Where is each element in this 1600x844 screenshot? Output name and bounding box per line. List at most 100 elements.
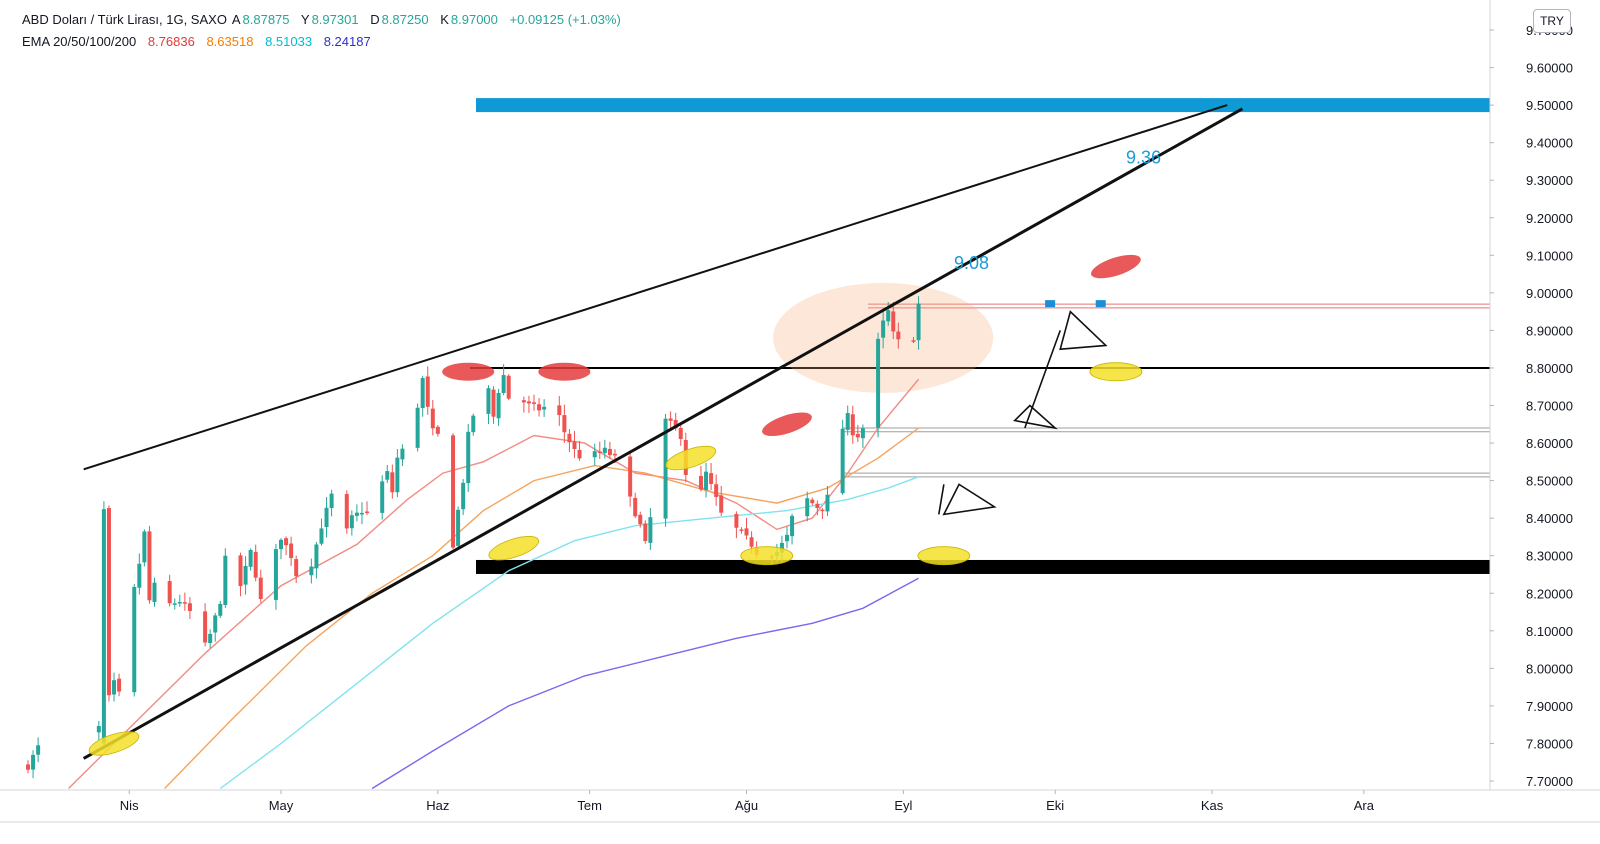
resistance-touch-marker bbox=[1091, 254, 1141, 279]
candle-body bbox=[319, 528, 324, 544]
candle-body bbox=[876, 338, 881, 428]
high-marker bbox=[1095, 300, 1106, 308]
candle-body bbox=[643, 523, 648, 542]
support-touch-marker bbox=[1089, 362, 1143, 382]
candle-body bbox=[891, 311, 896, 332]
legend-close-label: K bbox=[440, 12, 449, 27]
ema-lines-layer bbox=[68, 378, 920, 790]
candle-body bbox=[96, 726, 101, 733]
candle-body bbox=[592, 451, 597, 458]
candle-body bbox=[896, 331, 901, 340]
candle-body bbox=[349, 515, 354, 529]
candle-body bbox=[208, 633, 213, 644]
annotations-layer: 9.36 9.08 bbox=[954, 148, 1161, 273]
candle-body bbox=[31, 754, 36, 770]
candle-body bbox=[916, 303, 921, 341]
y-tick-label: 9.50000 bbox=[1526, 98, 1573, 113]
candle-body bbox=[365, 511, 370, 514]
candle-body bbox=[253, 551, 258, 578]
candle-body bbox=[273, 549, 278, 600]
candle-body bbox=[840, 428, 845, 494]
candle-body bbox=[886, 310, 891, 322]
legend-change: +0.09125 (+1.03%) bbox=[509, 12, 621, 27]
y-tick-label: 8.50000 bbox=[1526, 474, 1573, 489]
x-tick-label: Kas bbox=[1201, 798, 1224, 813]
x-tick-label: Nis bbox=[120, 798, 139, 813]
candle-body bbox=[430, 408, 435, 429]
resistance-band bbox=[476, 98, 1490, 113]
candle-body bbox=[749, 537, 754, 547]
x-tick-label: May bbox=[269, 798, 294, 813]
y-tick-label: 9.20000 bbox=[1526, 211, 1573, 226]
candle-body bbox=[248, 549, 253, 567]
candle-body bbox=[805, 498, 810, 517]
support-band bbox=[476, 559, 1490, 574]
y-tick-label: 8.20000 bbox=[1526, 586, 1573, 601]
candle-body bbox=[243, 565, 248, 585]
candle-body bbox=[26, 764, 30, 770]
candle-body bbox=[779, 542, 784, 553]
y-tick-label: 7.80000 bbox=[1526, 736, 1573, 751]
y-tick-label: 8.30000 bbox=[1526, 549, 1573, 564]
y-tick-label: 8.10000 bbox=[1526, 624, 1573, 639]
resistance-touch-marker bbox=[538, 362, 591, 381]
candle-body bbox=[825, 494, 830, 512]
legend-ema: EMA 20/50/100/200 8.76836 8.63518 8.5103… bbox=[22, 34, 379, 49]
trendline bbox=[82, 107, 1244, 760]
impulse-leg bbox=[938, 484, 945, 515]
candle-body bbox=[289, 543, 294, 559]
candle-body bbox=[633, 497, 638, 517]
candle-body bbox=[709, 473, 714, 484]
y-tick-label: 9.60000 bbox=[1526, 61, 1573, 76]
x-tick-label: Tem bbox=[577, 798, 602, 813]
y-tick-label: 8.60000 bbox=[1526, 436, 1573, 451]
candle-body bbox=[704, 471, 709, 490]
candle-body bbox=[279, 539, 283, 550]
candle-body bbox=[137, 563, 142, 588]
candle-body bbox=[855, 433, 860, 438]
candle-body bbox=[435, 426, 440, 434]
candle-body bbox=[471, 415, 476, 433]
candle-body bbox=[663, 418, 668, 519]
candle-body bbox=[785, 534, 789, 542]
currency-button[interactable]: TRY bbox=[1533, 9, 1571, 33]
candle-body bbox=[329, 493, 334, 509]
price-target-annotation: 9.36 bbox=[1126, 148, 1161, 168]
candle-body bbox=[678, 427, 683, 439]
x-tick-label: Ara bbox=[1354, 798, 1375, 813]
candle-body bbox=[820, 509, 825, 512]
y-tick-label: 9.10000 bbox=[1526, 248, 1573, 263]
x-tick-label: Ağu bbox=[735, 798, 758, 813]
price-target-annotation: 9.08 bbox=[954, 253, 989, 273]
x-tick-label: Haz bbox=[426, 798, 449, 813]
candle-body bbox=[415, 407, 420, 448]
candle-body bbox=[526, 401, 531, 404]
candle-body bbox=[36, 745, 41, 755]
candle-body bbox=[537, 404, 542, 411]
legend-open-label: A bbox=[231, 12, 241, 27]
ema-200-line bbox=[371, 577, 919, 790]
candle-body bbox=[395, 457, 400, 493]
candle-body bbox=[106, 507, 111, 696]
legend-ema50: 8.63518 bbox=[206, 34, 254, 49]
resistance-touch-marker bbox=[442, 362, 495, 381]
candle-body bbox=[451, 435, 456, 548]
candle-body bbox=[532, 402, 536, 404]
ema-100-line bbox=[219, 476, 919, 790]
candle-body bbox=[790, 515, 795, 537]
high-marker bbox=[1045, 300, 1056, 308]
support-touch-marker bbox=[917, 546, 971, 566]
candles-layer bbox=[26, 296, 921, 779]
candle-body bbox=[668, 418, 673, 421]
candle-body bbox=[344, 494, 349, 529]
candle-body bbox=[542, 406, 547, 410]
y-tick-label: 8.90000 bbox=[1526, 323, 1573, 338]
legend-symbol: ABD Doları / Türk Lirası, 1G, SAXO bbox=[22, 12, 227, 27]
pennant-triangle bbox=[1013, 404, 1058, 430]
candle-body bbox=[739, 529, 744, 531]
candle-body bbox=[132, 586, 137, 693]
resistance-touch-marker bbox=[762, 412, 812, 437]
candle-body bbox=[597, 451, 602, 453]
candle-body bbox=[567, 433, 572, 443]
